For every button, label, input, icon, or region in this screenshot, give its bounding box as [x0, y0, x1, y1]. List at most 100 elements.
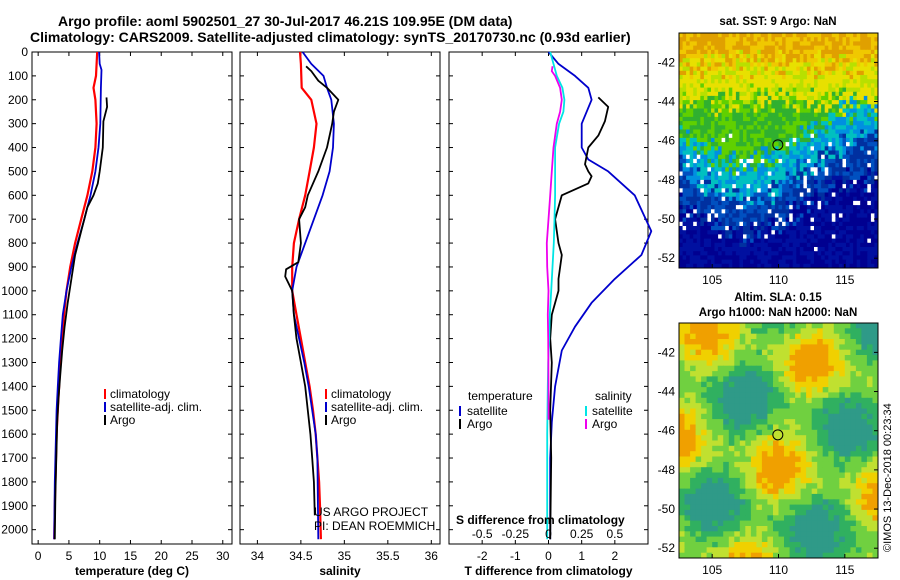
map-cell: [771, 37, 776, 42]
map-cell: [860, 263, 865, 268]
map-cell: [739, 499, 746, 506]
series-line-argo: [284, 65, 340, 516]
map-cell: [689, 125, 694, 131]
map-cell: [689, 209, 694, 215]
map-cell: [853, 37, 858, 42]
map-cell: [795, 323, 802, 329]
map-cell: [764, 121, 769, 126]
map-cell: [806, 263, 812, 268]
map-cell: [824, 213, 829, 219]
map-cell: [743, 230, 748, 235]
map-cell: [706, 349, 713, 356]
map-cell: [734, 328, 741, 335]
map-cell: [712, 333, 719, 340]
map-cell: [774, 251, 780, 256]
map-cell: [746, 259, 751, 265]
map-cell: [821, 87, 826, 93]
map-cell: [789, 247, 794, 252]
map-cell: [767, 467, 774, 474]
map-cell: [833, 552, 840, 558]
map-cell: [844, 344, 851, 351]
map-cell: [750, 339, 757, 345]
map-cell: [792, 125, 797, 131]
map-cell: [778, 531, 785, 538]
map-cell: [789, 163, 794, 168]
map-cell: [844, 349, 851, 356]
map-cell: [745, 477, 752, 484]
map-cell: [728, 387, 735, 393]
map-cell: [689, 230, 694, 235]
map-cell: [844, 461, 851, 468]
map-cell: [867, 150, 872, 156]
map-cell: [739, 344, 746, 351]
map-cell: [723, 467, 730, 474]
map-cell: [757, 112, 762, 118]
map-cell: [828, 333, 835, 340]
map-cell: [860, 188, 865, 194]
map-cell: [767, 515, 774, 522]
map-cell: [817, 146, 822, 152]
map-cell: [707, 91, 712, 97]
map-cell: [778, 150, 783, 156]
map-cell: [853, 259, 858, 265]
map-cell: [756, 440, 763, 447]
map-cell: [767, 472, 774, 479]
map-cell: [761, 397, 768, 404]
map-cell: [874, 108, 878, 114]
map-cell: [824, 158, 829, 164]
map-cell: [835, 255, 840, 261]
map-cell: [849, 54, 854, 59]
map-cell: [789, 87, 794, 93]
map-cell: [686, 41, 691, 47]
map-cell: [844, 365, 851, 372]
map-cell: [806, 397, 813, 404]
map-cell: [700, 41, 705, 47]
map-cell: [707, 213, 712, 219]
map-cell: [750, 483, 757, 490]
map-cell: [795, 376, 802, 383]
map-cell: [745, 467, 752, 474]
map-cell: [814, 116, 819, 122]
map-cell: [756, 451, 763, 458]
map-cell: [782, 100, 787, 105]
map-cell: [803, 116, 808, 122]
map-cell: [725, 200, 730, 206]
map-cell: [682, 184, 687, 189]
map-cell: [874, 163, 878, 168]
map-cell: [757, 221, 762, 227]
map-cell: [703, 184, 709, 189]
map-cell: [771, 142, 776, 147]
map-cell: [714, 251, 719, 256]
map-cell: [789, 121, 794, 126]
map-cell: [773, 424, 780, 431]
map-cell: [682, 62, 687, 68]
map-cell: [706, 451, 713, 458]
map-cell: [717, 461, 724, 468]
map-cell: [811, 392, 818, 399]
map-cell: [679, 158, 684, 164]
map-cell: [712, 488, 719, 495]
map-cell: [714, 137, 719, 143]
map-cell: [717, 381, 724, 388]
map-cell: [711, 129, 716, 135]
map-cell: [824, 87, 829, 93]
map-cell: [811, 451, 818, 458]
map-cell: [701, 424, 708, 431]
map-cell: [824, 142, 829, 147]
map-cell: [814, 146, 819, 152]
map-cell: [739, 467, 746, 474]
map-cell: [706, 424, 713, 431]
map-cell: [806, 547, 813, 554]
map-cell: [872, 387, 878, 393]
map-cell: [718, 87, 723, 93]
map-cell: [839, 419, 846, 425]
map-cell: [799, 188, 804, 194]
map-cell: [814, 158, 819, 164]
map-cell: [679, 456, 686, 463]
map-cell: [717, 419, 724, 425]
map-cell: [842, 66, 847, 72]
map-cell: [695, 493, 702, 500]
map-cell: [703, 45, 709, 51]
map-cell: [761, 483, 768, 490]
map-cell: [800, 333, 807, 340]
